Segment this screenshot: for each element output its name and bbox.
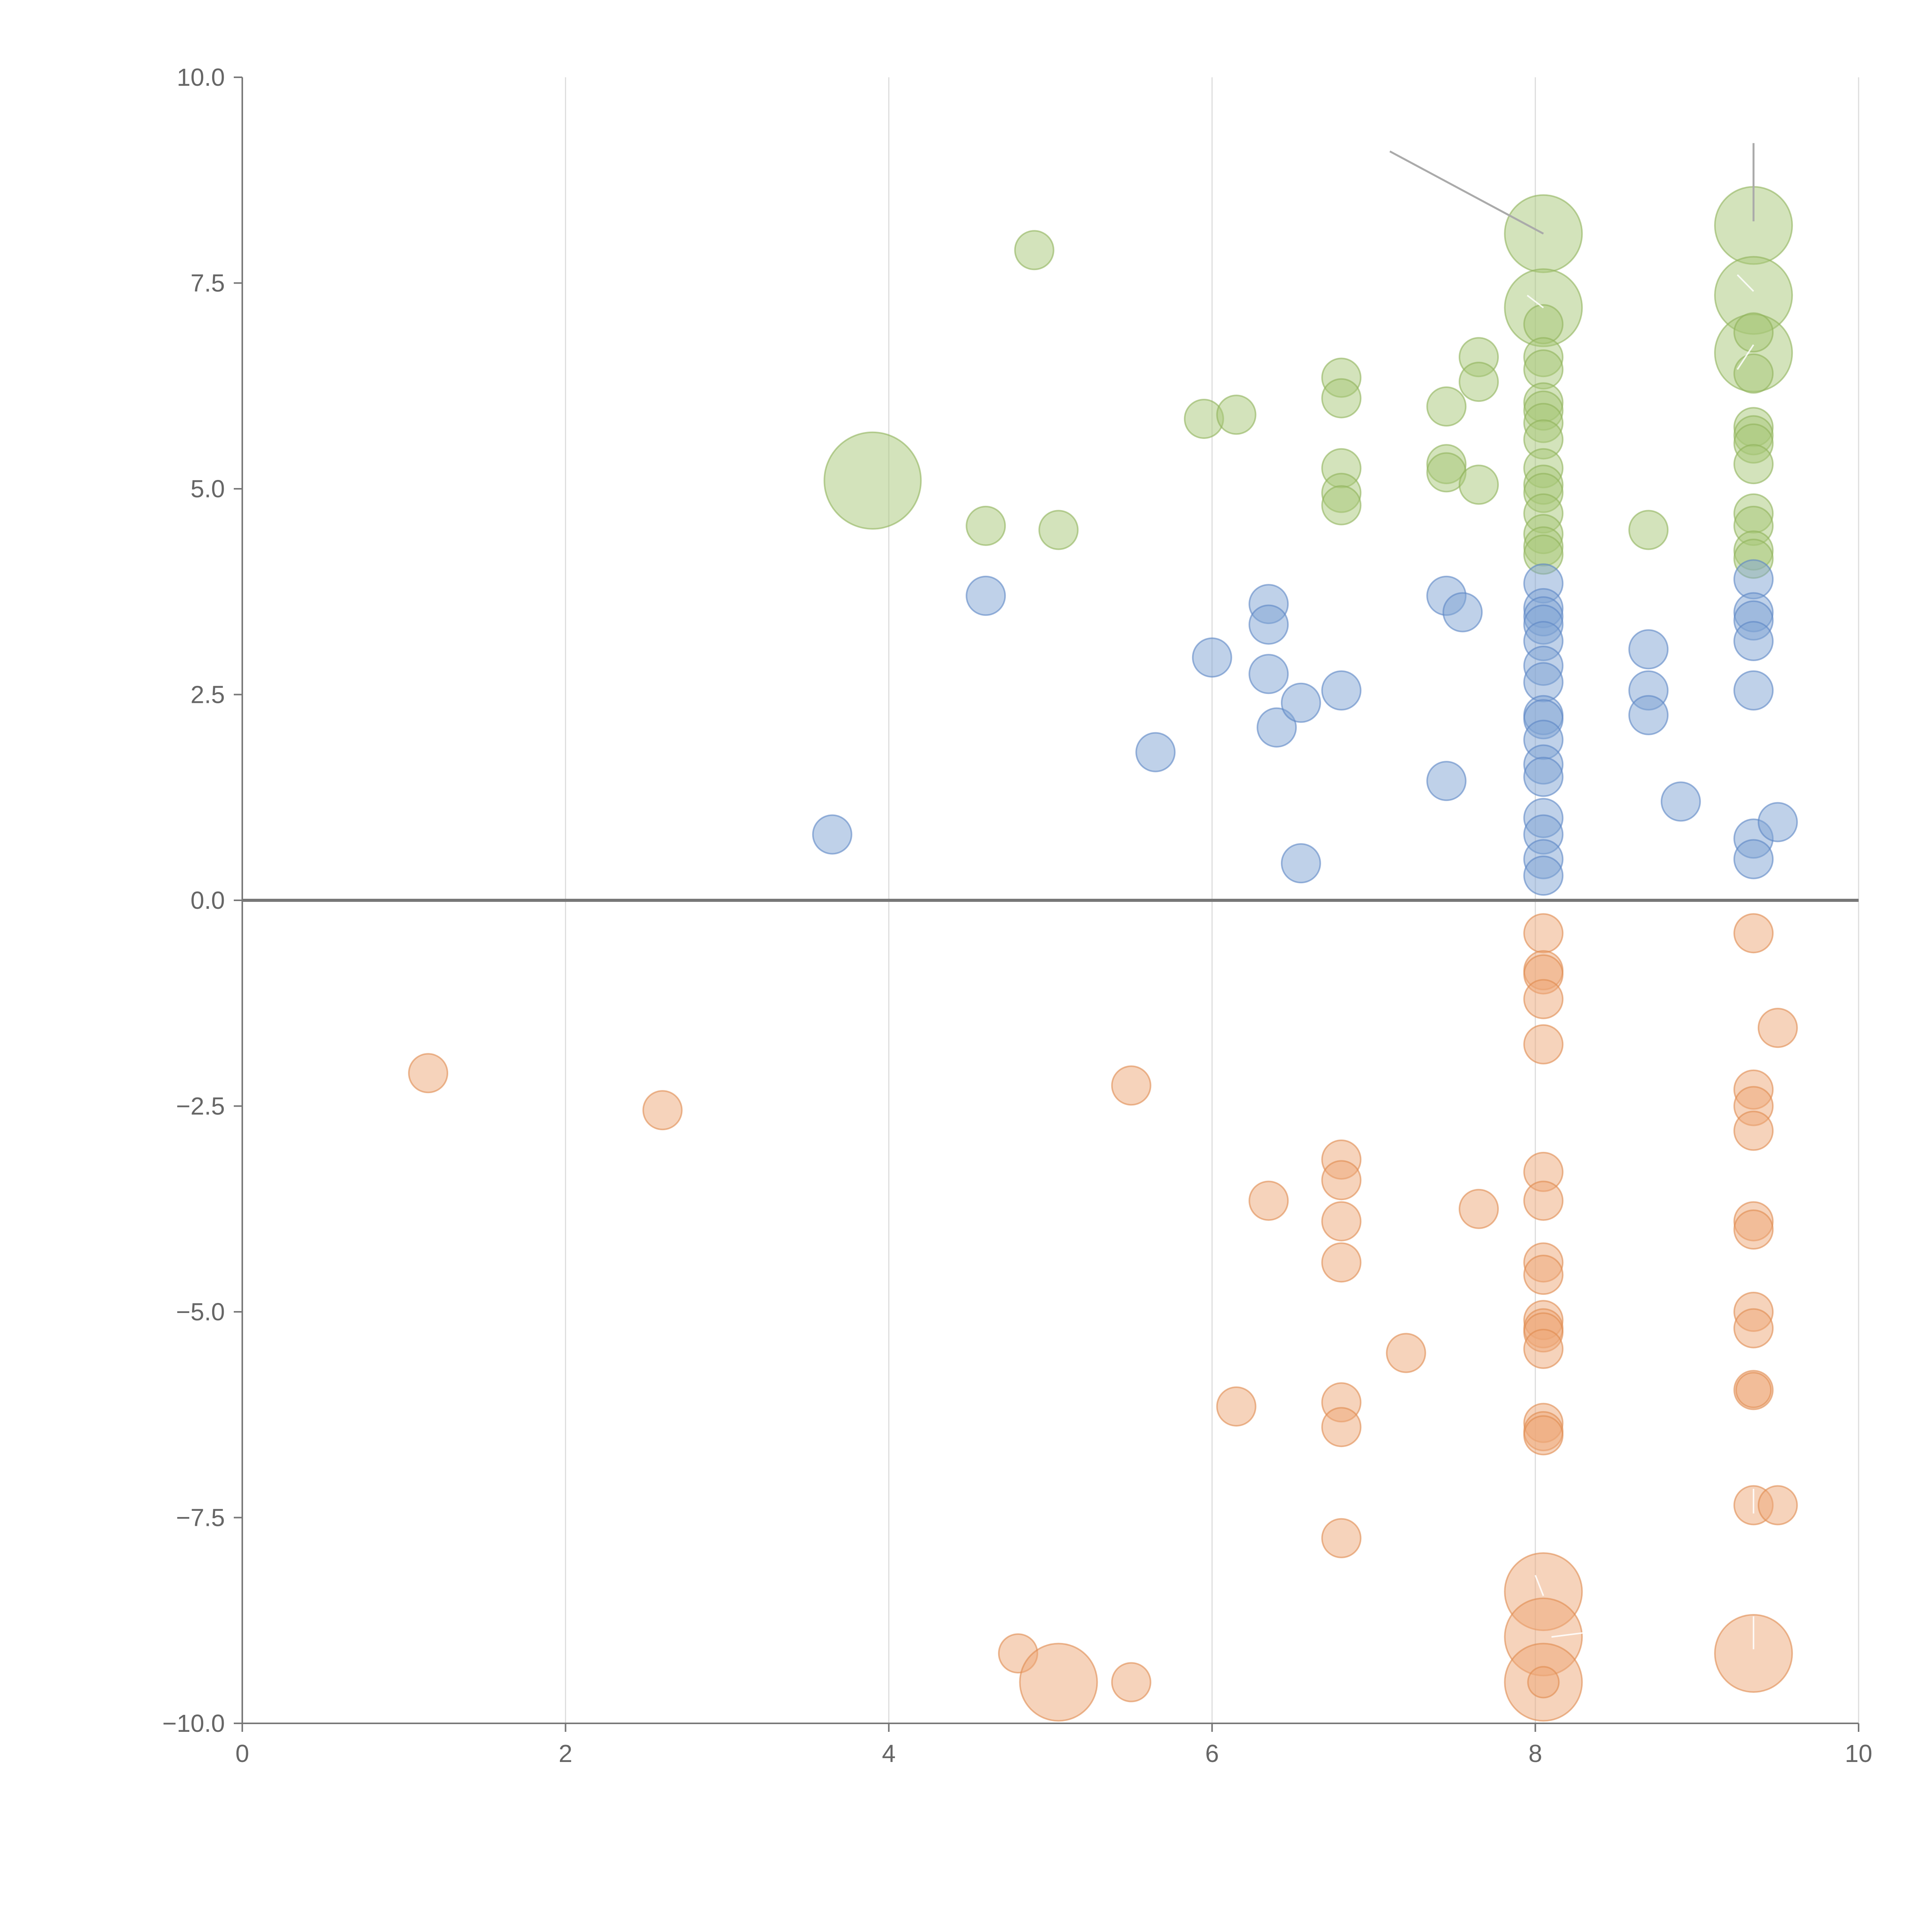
data-point-orange bbox=[1523, 1180, 1564, 1221]
data-point-blue bbox=[966, 575, 1006, 616]
data-point-blue bbox=[812, 814, 852, 855]
data-point-blue bbox=[1757, 802, 1798, 842]
y-tick-label: 2.5 bbox=[190, 681, 225, 709]
x-tick-label: 6 bbox=[1205, 1740, 1219, 1767]
data-point-orange bbox=[1757, 1008, 1798, 1048]
data-point-orange bbox=[1527, 1666, 1560, 1699]
data-point-green bbox=[823, 431, 922, 530]
annotation-leader-line bbox=[1736, 274, 1754, 292]
x-tick-label: 4 bbox=[882, 1740, 896, 1767]
data-point-orange bbox=[1321, 1201, 1362, 1242]
data-point-blue bbox=[1628, 695, 1669, 735]
data-point-orange bbox=[1216, 1386, 1257, 1427]
data-point-blue bbox=[1281, 682, 1321, 723]
data-point-orange bbox=[1248, 1180, 1289, 1221]
data-point-orange bbox=[1111, 1662, 1151, 1702]
data-point-blue bbox=[1660, 781, 1701, 822]
x-tick-label: 2 bbox=[559, 1740, 573, 1767]
data-point-blue bbox=[1733, 621, 1774, 662]
annotation-leader-line bbox=[1551, 1632, 1584, 1638]
y-tick-label: −5.0 bbox=[176, 1298, 225, 1326]
data-point-green bbox=[1321, 378, 1362, 418]
data-point-green bbox=[1458, 362, 1499, 402]
data-point-orange bbox=[1321, 1518, 1362, 1558]
data-point-orange bbox=[1733, 1209, 1774, 1250]
annotation-leader-line bbox=[1534, 1575, 1544, 1596]
data-point-orange bbox=[1714, 1614, 1793, 1693]
data-point-orange bbox=[1735, 1372, 1772, 1408]
data-point-blue bbox=[1135, 732, 1176, 772]
data-point-green bbox=[1216, 395, 1257, 435]
data-point-blue bbox=[1257, 707, 1297, 748]
data-point-orange bbox=[1757, 1485, 1798, 1526]
data-point-orange bbox=[1523, 1255, 1564, 1295]
data-point-orange bbox=[1733, 913, 1774, 954]
y-tick-label: 7.5 bbox=[190, 269, 225, 297]
data-point-green bbox=[1628, 510, 1669, 550]
data-point-green bbox=[1733, 312, 1774, 353]
data-point-blue bbox=[1523, 855, 1564, 896]
data-point-green bbox=[1733, 444, 1774, 485]
data-point-orange bbox=[1111, 1065, 1151, 1106]
data-point-green bbox=[966, 505, 1006, 546]
data-point-orange bbox=[1386, 1333, 1426, 1373]
data-point-blue bbox=[1733, 670, 1774, 711]
annotation-leader-line bbox=[1389, 150, 1544, 235]
data-point-orange bbox=[1523, 1024, 1564, 1065]
x-tick-label: 10 bbox=[1845, 1740, 1872, 1767]
data-point-green bbox=[1733, 353, 1774, 394]
data-point-blue bbox=[1248, 654, 1289, 694]
annotation-leader-line bbox=[1736, 344, 1754, 370]
data-point-blue bbox=[1442, 592, 1483, 633]
x-tick-label: 0 bbox=[235, 1740, 249, 1767]
data-point-orange bbox=[1733, 1308, 1774, 1349]
data-point-orange bbox=[408, 1053, 449, 1094]
data-point-blue bbox=[1248, 604, 1289, 645]
data-point-orange bbox=[642, 1090, 683, 1131]
data-point-orange bbox=[1321, 1160, 1362, 1201]
annotation-leader-line bbox=[1527, 294, 1544, 308]
y-tick-label: 0.0 bbox=[190, 886, 225, 914]
data-point-green bbox=[1038, 510, 1079, 550]
data-point-blue bbox=[1523, 757, 1564, 797]
y-tick-label: 5.0 bbox=[190, 475, 225, 503]
y-tick-label: −7.5 bbox=[176, 1504, 225, 1532]
data-point-orange bbox=[1733, 1111, 1774, 1151]
data-point-blue bbox=[1733, 839, 1774, 879]
data-point-green bbox=[1014, 230, 1054, 270]
data-point-blue bbox=[1192, 637, 1232, 678]
data-point-orange bbox=[1523, 1415, 1564, 1456]
data-point-orange bbox=[1523, 1328, 1564, 1369]
data-point-blue bbox=[1321, 670, 1362, 711]
data-point-blue bbox=[1281, 843, 1321, 884]
y-tick-label: 10.0 bbox=[177, 63, 225, 91]
data-points bbox=[408, 186, 1798, 1722]
data-point-orange bbox=[1523, 913, 1564, 954]
y-tick-label: −10.0 bbox=[162, 1709, 225, 1737]
data-point-orange bbox=[1321, 1242, 1362, 1283]
data-point-green bbox=[1321, 485, 1362, 526]
x-tick-label: 8 bbox=[1529, 1740, 1543, 1767]
axes: 0 2 4 6 8 10 10.0 7.5 5.0 2.5 0.0 −2.5 −5.0 −7.5 −10.0 bbox=[162, 63, 1872, 1767]
data-point-orange bbox=[1321, 1407, 1362, 1447]
data-point-green bbox=[1458, 464, 1499, 505]
data-point-blue bbox=[1426, 761, 1467, 801]
data-point-orange bbox=[1523, 979, 1564, 1019]
data-point-blue bbox=[1628, 629, 1669, 670]
y-tick-label: −2.5 bbox=[176, 1092, 225, 1120]
data-point-orange bbox=[1019, 1643, 1098, 1722]
annotation-leaders bbox=[1389, 143, 1755, 1650]
data-point-orange bbox=[1458, 1189, 1499, 1229]
data-point-green bbox=[1426, 386, 1467, 427]
